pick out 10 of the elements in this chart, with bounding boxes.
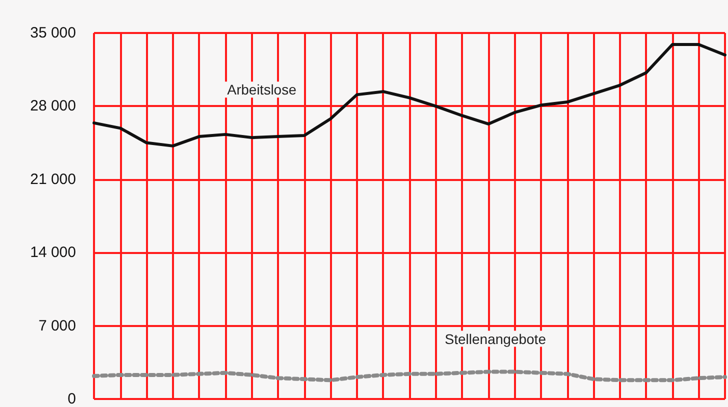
y-tick-label: 28 000 [30, 98, 76, 115]
y-tick-label: 0 [68, 390, 76, 407]
text: Arbeitslose [227, 82, 297, 98]
y-tick-label: 14 000 [30, 244, 76, 262]
line-series [92, 43, 726, 148]
series-label: Stellenangebote [444, 330, 546, 347]
y-tick-label: 21 000 [30, 170, 76, 188]
y-tick-label: 7 000 [38, 317, 76, 334]
y-tick-label: 35 000 [30, 24, 76, 42]
line-series [92, 370, 727, 382]
